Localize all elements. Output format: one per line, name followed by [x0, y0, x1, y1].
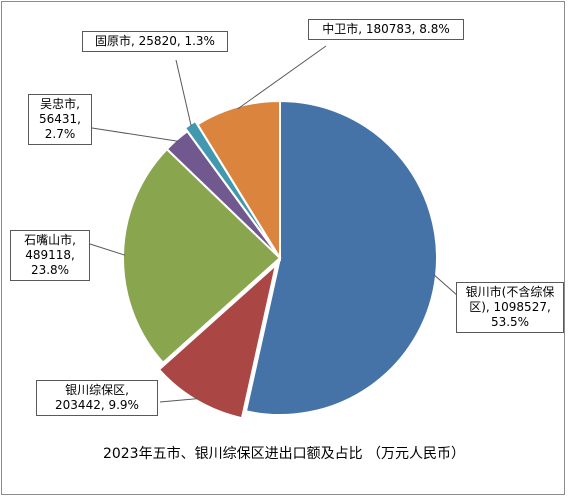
leader-line — [433, 274, 459, 297]
label-line: 中卫市, 180783, 8.8% — [322, 22, 450, 36]
label-line: 银川市(不含综保 — [465, 285, 555, 299]
data-label-shizuishan: 石嘴山市, 489118, 23.8% — [10, 230, 90, 281]
label-line: 203442, 9.9% — [55, 398, 139, 412]
pie-slice — [122, 147, 282, 365]
data-label-guyuan: 固原市, 25820, 1.3% — [82, 31, 228, 52]
data-label-yinchuan-city: 银川市(不含综保 区), 1098527, 53.5% — [456, 282, 564, 333]
pie-slice — [183, 119, 279, 256]
chart-title: 2023年五市、银川综保区进出口额及占比 （万元人民币） — [102, 446, 466, 462]
label-line: 56431, — [39, 112, 81, 126]
label-line: 石嘴山市, — [24, 233, 76, 247]
label-line: 489118, — [25, 248, 75, 262]
label-line: 2.7% — [44, 127, 76, 141]
pie-slice — [157, 262, 278, 420]
label-line: 银川综保区, — [65, 383, 129, 397]
leader-line — [89, 243, 126, 256]
pie-slice — [244, 99, 438, 416]
label-line: 吴忠市, — [40, 97, 80, 111]
data-label-yinchuan-bonded-zone: 银川综保区, 203442, 9.9% — [36, 380, 158, 416]
leader-line — [159, 398, 198, 403]
label-line: 53.5% — [490, 315, 530, 329]
pie-slice — [196, 99, 281, 262]
label-line: 区), 1098527, — [469, 300, 551, 314]
leader-line — [237, 45, 327, 110]
data-label-zhongwei: 中卫市, 180783, 8.8% — [308, 19, 464, 40]
label-line: 23.8% — [30, 263, 70, 277]
label-line: 固原市, 25820, 1.3% — [95, 34, 215, 48]
data-label-wuzhong: 吴忠市, 56431, 2.7% — [28, 94, 92, 145]
leader-line — [91, 127, 179, 142]
leader-line — [175, 59, 192, 127]
